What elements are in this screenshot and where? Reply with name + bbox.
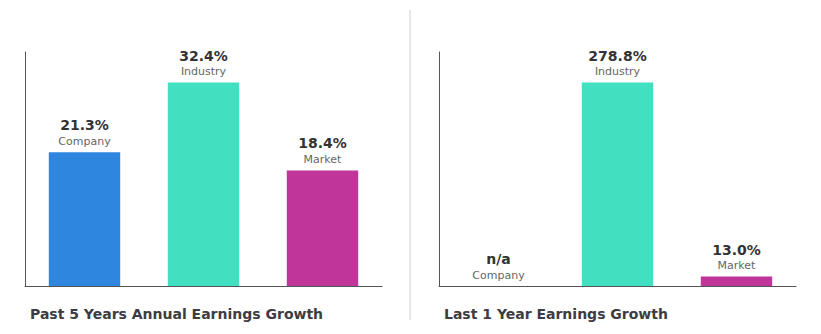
- svg-text:Market: Market: [718, 259, 756, 272]
- svg-text:Company: Company: [472, 269, 525, 282]
- svg-text:21.3%: 21.3%: [60, 117, 109, 133]
- svg-text:Past 5 Years Annual Earnings G: Past 5 Years Annual Earnings Growth: [30, 306, 323, 322]
- svg-text:32.4%: 32.4%: [179, 48, 228, 64]
- svg-text:13.0%: 13.0%: [712, 242, 761, 258]
- svg-text:Industry: Industry: [595, 65, 641, 78]
- svg-text:Market: Market: [304, 153, 342, 166]
- svg-text:Industry: Industry: [181, 65, 227, 78]
- svg-text:Company: Company: [58, 135, 111, 148]
- svg-text:278.8%: 278.8%: [588, 48, 646, 64]
- svg-text:Last 1 Year Earnings Growth: Last 1 Year Earnings Growth: [444, 306, 668, 322]
- svg-text:18.4%: 18.4%: [298, 135, 347, 151]
- svg-text:n/a: n/a: [486, 251, 511, 267]
